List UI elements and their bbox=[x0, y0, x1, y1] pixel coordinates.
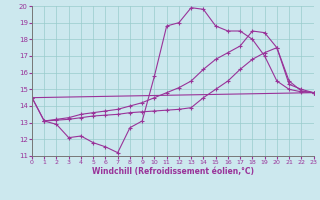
X-axis label: Windchill (Refroidissement éolien,°C): Windchill (Refroidissement éolien,°C) bbox=[92, 167, 254, 176]
